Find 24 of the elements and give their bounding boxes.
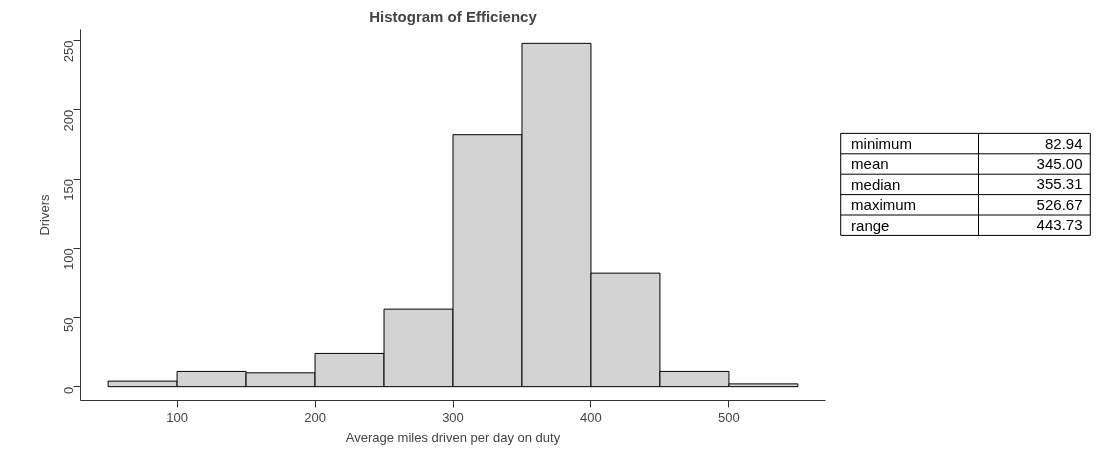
y-tick-label: 250 — [61, 40, 76, 63]
x-tick-label: 400 — [580, 409, 602, 425]
text: 82.94 — [1044, 134, 1083, 152]
x-tick-label: 500 — [718, 409, 740, 425]
text: maximum — [851, 196, 917, 214]
y-tick-label: 50 — [61, 317, 76, 332]
x-tick-label: 200 — [304, 409, 326, 425]
y-axis-title: Drivers — [36, 193, 52, 236]
text: 345.00 — [1036, 154, 1083, 172]
y-tick-label: 0 — [61, 386, 76, 394]
y-tick-label: 100 — [61, 248, 76, 270]
x-tick-label: 300 — [442, 409, 464, 425]
text: 526.67 — [1036, 195, 1083, 213]
x-tick-label: 100 — [166, 409, 188, 425]
text: mean — [851, 155, 889, 173]
y-tick-label: 150 — [61, 178, 76, 201]
text: minimum — [851, 135, 912, 153]
text: 443.73 — [1036, 216, 1083, 234]
text: 355.31 — [1036, 175, 1083, 193]
chart-title: Histogram of Efficiency — [369, 7, 538, 25]
y-tick-label: 200 — [61, 109, 76, 132]
x-axis-title: Average miles driven per day on duty — [345, 429, 561, 445]
text: range — [851, 216, 890, 234]
text: median — [851, 175, 901, 193]
